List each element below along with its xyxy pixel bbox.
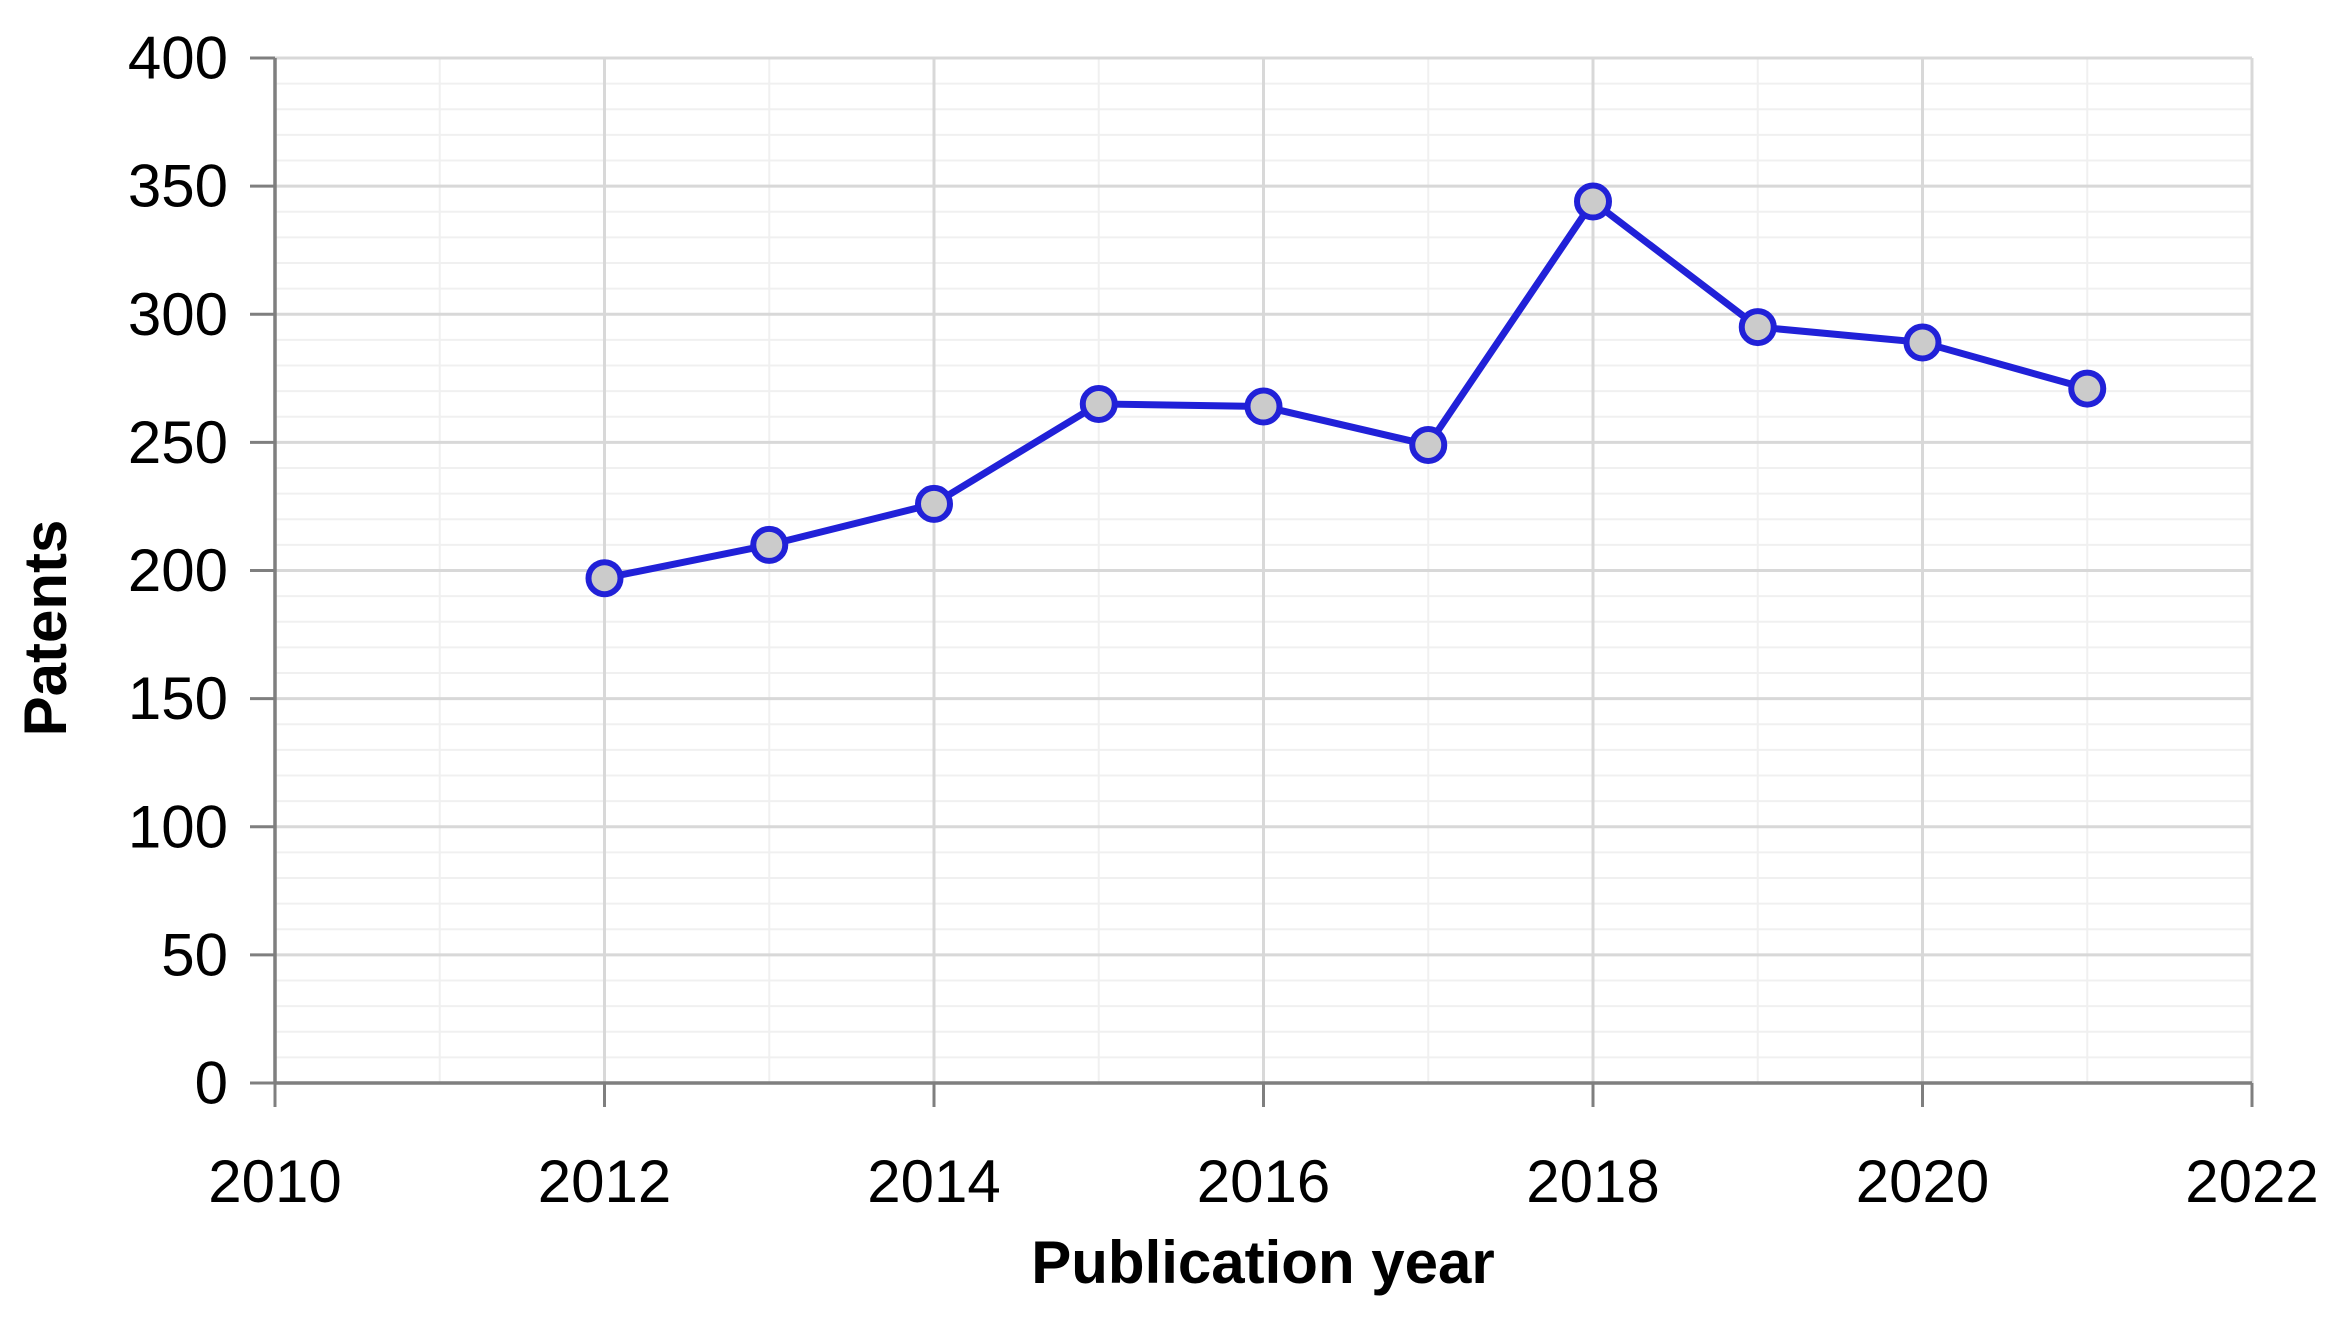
y-axis-title: Patents bbox=[12, 520, 79, 737]
gridlines bbox=[275, 56, 2254, 1083]
data-series bbox=[585, 182, 2107, 598]
x-tick-label: 2012 bbox=[538, 1148, 671, 1215]
data-point bbox=[585, 559, 624, 598]
x-tick-label: 2010 bbox=[208, 1148, 341, 1215]
data-point bbox=[2068, 369, 2107, 408]
y-tick-label: 350 bbox=[128, 153, 228, 220]
data-point bbox=[1244, 387, 1283, 426]
data-point bbox=[1079, 384, 1118, 423]
x-tick-label: 2018 bbox=[1526, 1148, 1659, 1215]
axes bbox=[250, 56, 2254, 1107]
y-tick-label: 400 bbox=[128, 25, 228, 92]
y-tick-label: 0 bbox=[195, 1050, 228, 1117]
y-tick-label: 150 bbox=[128, 665, 228, 732]
data-point bbox=[1574, 182, 1612, 221]
y-tick-label: 200 bbox=[128, 537, 228, 604]
data-point bbox=[915, 484, 953, 523]
tick-labels: 0 50 100 150 200 250 300 350 400 2010 2012 2014 2016… bbox=[128, 25, 2319, 1216]
y-tick-label: 100 bbox=[128, 793, 228, 860]
y-tick-label: 250 bbox=[128, 409, 228, 476]
x-tick-label: 2022 bbox=[2185, 1148, 2318, 1215]
x-tick-label: 2020 bbox=[1856, 1148, 1989, 1215]
x-tick-label: 2016 bbox=[1197, 1148, 1330, 1215]
y-tick-label: 50 bbox=[161, 921, 228, 988]
y-tick-label: 300 bbox=[128, 281, 228, 348]
x-axis-title: Publication year bbox=[1031, 1229, 1494, 1296]
x-tick-label: 2014 bbox=[867, 1148, 1000, 1215]
data-point bbox=[1903, 323, 1942, 362]
data-point bbox=[1738, 308, 1777, 347]
data-point bbox=[750, 525, 789, 564]
data-point bbox=[1409, 425, 1448, 464]
series-line bbox=[601, 198, 2091, 582]
